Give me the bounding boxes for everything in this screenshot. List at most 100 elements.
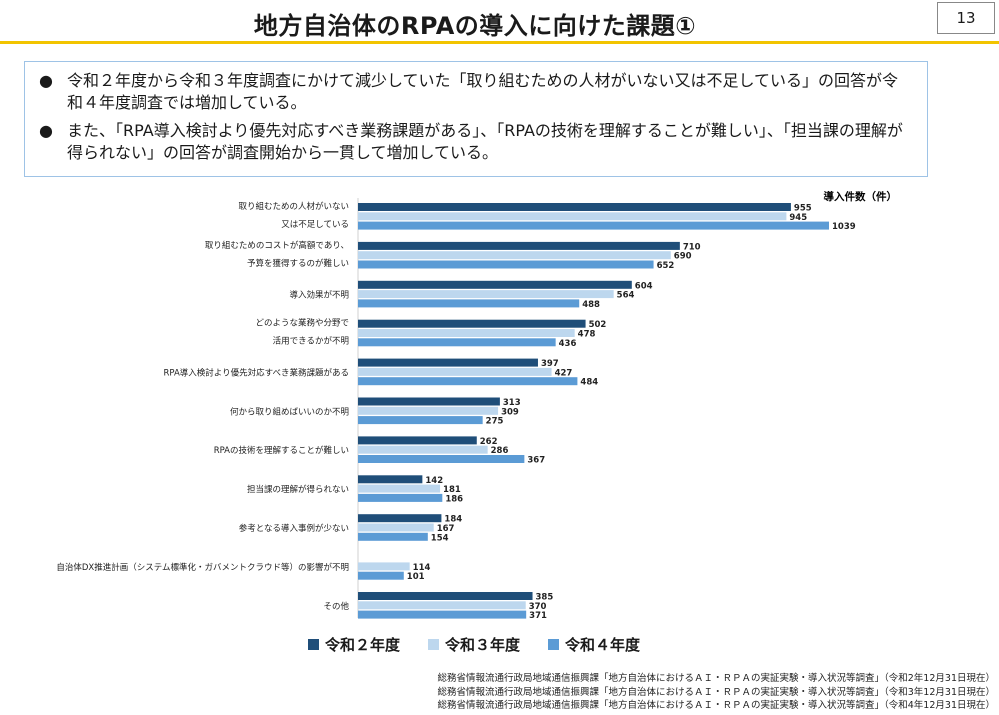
bar xyxy=(358,338,556,347)
page-title: 地方自治体のRPAの導入に向けた課題① xyxy=(253,12,697,40)
bar xyxy=(358,319,586,328)
data-label: 488 xyxy=(582,300,600,310)
data-label: 710 xyxy=(683,242,701,252)
data-label: 262 xyxy=(480,437,498,447)
category-label: 参考となる導入事例が少ない xyxy=(239,523,349,534)
data-label: 154 xyxy=(431,533,449,543)
data-label: 114 xyxy=(413,563,431,573)
bar xyxy=(358,436,477,445)
data-label: 367 xyxy=(527,456,545,466)
bar xyxy=(358,241,680,250)
data-label: 478 xyxy=(578,330,596,340)
bar xyxy=(358,571,404,580)
bar xyxy=(358,299,580,308)
bar xyxy=(358,358,538,367)
source-line: 総務省情報流通行政局地域通信振興課「地方自治体におけるＡＩ・ＲＰＡの実証実験・導… xyxy=(437,686,995,698)
bar xyxy=(358,445,488,454)
summary-text: また、「RPA導入検討より優先対応すべき業務課題がある」、「RPAの技術を理解す… xyxy=(67,121,903,162)
category-label: 自治体DX推進計画（システム標準化・ガバメントクラウド等）の影響が不明 xyxy=(56,562,349,573)
bar xyxy=(358,601,526,610)
category-label: RPAの技術を理解することが難しい xyxy=(214,445,349,456)
legend-label: 令和４年度 xyxy=(565,635,641,654)
data-label: 186 xyxy=(445,494,463,504)
data-label: 502 xyxy=(589,320,607,330)
bar xyxy=(358,377,578,386)
bar xyxy=(358,532,428,541)
legend-item: 令和２年度 xyxy=(308,634,400,655)
legend-item: 令和３年度 xyxy=(428,634,520,655)
bar xyxy=(358,484,441,493)
bar xyxy=(358,592,533,600)
data-label: 286 xyxy=(491,446,509,456)
bar xyxy=(358,514,442,523)
bar xyxy=(358,260,654,269)
bar xyxy=(358,523,434,532)
data-label: 167 xyxy=(437,524,455,534)
data-label: 184 xyxy=(444,515,462,525)
legend-label: 令和２年度 xyxy=(325,635,401,654)
category-label: 導入効果が不明 xyxy=(289,290,349,301)
bar xyxy=(358,290,614,299)
data-label: 370 xyxy=(529,602,547,612)
bullet-icon: ● xyxy=(39,121,53,140)
data-label: 436 xyxy=(559,339,577,349)
data-label: 427 xyxy=(555,368,573,378)
bar xyxy=(358,221,829,230)
category-label: どのような業務や分野で xyxy=(255,318,349,329)
bar xyxy=(358,406,499,415)
page-number: 13 xyxy=(937,2,995,34)
summary-text: 令和２年度から令和３年度調査にかけて減少していた「取り組むための人材がいない又は… xyxy=(67,71,899,112)
data-label: 101 xyxy=(407,572,425,582)
category-label: 活用できるかが不明 xyxy=(273,336,349,347)
category-label: 担当課の理解が得られない xyxy=(247,484,349,495)
data-label: 397 xyxy=(541,359,559,369)
category-label: 取り組むためのコストが高額であり、 xyxy=(205,240,349,251)
bar xyxy=(358,455,525,463)
data-label: 142 xyxy=(425,476,443,486)
title-underline xyxy=(0,41,999,44)
data-label: 181 xyxy=(443,485,461,495)
data-label: 955 xyxy=(794,204,812,214)
chart-legend: 令和２年度 令和３年度 令和４年度 xyxy=(308,633,640,655)
data-label: 690 xyxy=(674,252,692,262)
legend-item: 令和４年度 xyxy=(548,634,640,655)
data-label: 313 xyxy=(503,398,521,408)
bar xyxy=(358,203,791,211)
data-label: 604 xyxy=(635,281,653,291)
summary-item: ● 令和２年度から令和３年度調査にかけて減少していた「取り組むための人材がいない… xyxy=(39,70,913,114)
bar xyxy=(358,610,527,619)
category-label: 何から取り組めばいいのか不明 xyxy=(230,406,349,417)
category-label: RPA導入検討より優先対応すべき業務課題がある xyxy=(163,367,349,378)
legend-swatch-icon xyxy=(308,638,319,650)
data-label: 371 xyxy=(529,611,547,621)
category-label: 取り組むための人材がいない xyxy=(238,201,349,212)
source-line: 総務省情報流通行政局地域通信振興課「地方自治体におけるＡＩ・ＲＰＡの実証実験・導… xyxy=(437,700,995,711)
bar xyxy=(358,251,671,260)
source-notes: 総務省情報流通行政局地域通信振興課「地方自治体におけるＡＩ・ＲＰＡの実証実験・導… xyxy=(438,672,995,713)
summary-item: ● また、「RPA導入検討より優先対応すべき業務課題がある」、「RPAの技術を理… xyxy=(39,120,913,164)
category-label: 又は不足している xyxy=(281,220,349,230)
data-label: 1039 xyxy=(832,222,856,232)
bar xyxy=(358,397,500,406)
bar xyxy=(358,416,483,425)
category-label: その他 xyxy=(323,601,349,612)
data-label: 652 xyxy=(657,261,675,271)
source-line: 総務省情報流通行政局地域通信振興課「地方自治体におけるＡＩ・ＲＰＡの実証実験・導… xyxy=(437,673,995,684)
legend-swatch-icon xyxy=(548,638,560,650)
data-label: 275 xyxy=(486,417,504,427)
data-label: 484 xyxy=(580,378,598,388)
bar xyxy=(358,212,787,221)
bar xyxy=(358,280,632,289)
data-label: 309 xyxy=(501,407,519,417)
bar xyxy=(358,475,423,484)
data-label: 385 xyxy=(536,593,554,603)
summary-box: ● 令和２年度から令和３年度調査にかけて減少していた「取り組むための人材がいない… xyxy=(24,61,928,177)
unit-label: 導入件数（件） xyxy=(824,190,898,203)
bar xyxy=(358,367,552,376)
category-label: 予算を獲得するのが難しい xyxy=(247,258,349,269)
bar xyxy=(358,329,575,337)
legend-label: 令和３年度 xyxy=(445,635,521,654)
legend-swatch-icon xyxy=(428,638,440,650)
bullet-icon: ● xyxy=(39,71,53,90)
